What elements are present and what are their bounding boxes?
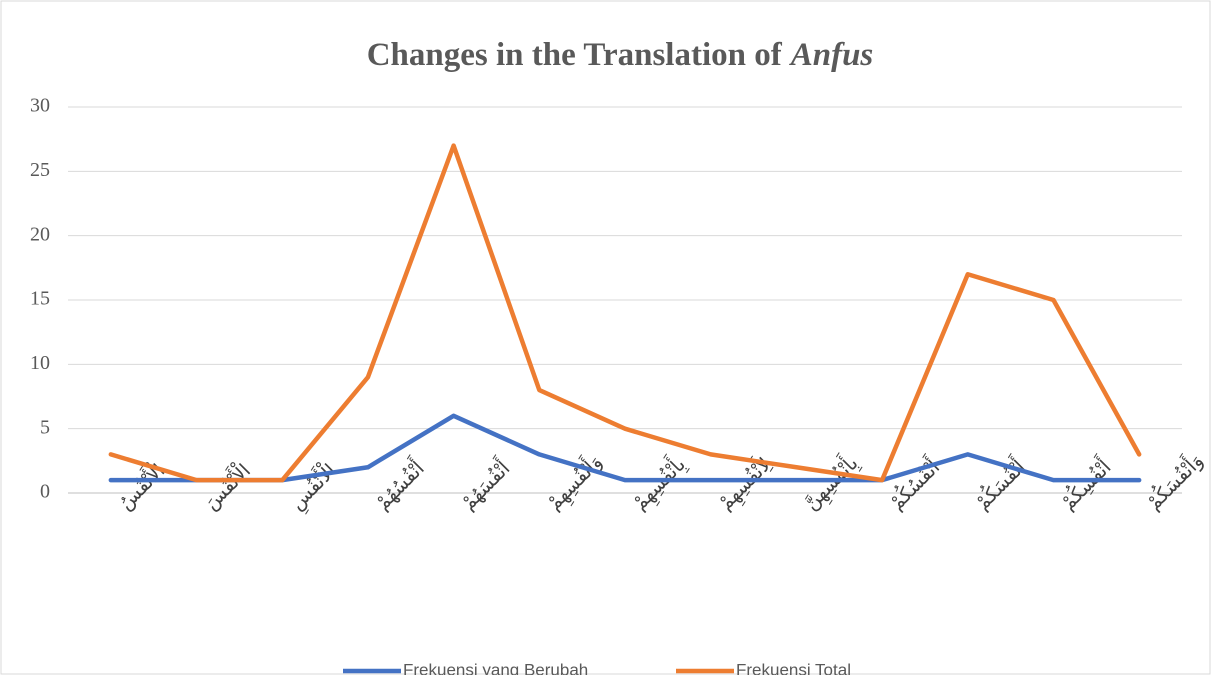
data-line (108, 143, 1142, 483)
legend-label: Frekuensi yang Berubah (403, 660, 588, 675)
legend-label: Frekuensi Total (736, 660, 851, 675)
y-tick-label: 0 (40, 481, 50, 503)
y-tick-label: 5 (40, 416, 50, 438)
y-tick-label: 25 (30, 159, 50, 181)
title-emphasis: Anfus (789, 37, 874, 73)
y-tick-label: 20 (30, 223, 50, 245)
title-text: Changes in the Translation of (367, 37, 783, 73)
y-tick-label: 10 (30, 352, 50, 374)
y-tick-label: 15 (30, 288, 50, 310)
y-tick-label: 30 (30, 95, 50, 117)
chart-title: Changes in the Translation of Anfus (367, 37, 874, 73)
